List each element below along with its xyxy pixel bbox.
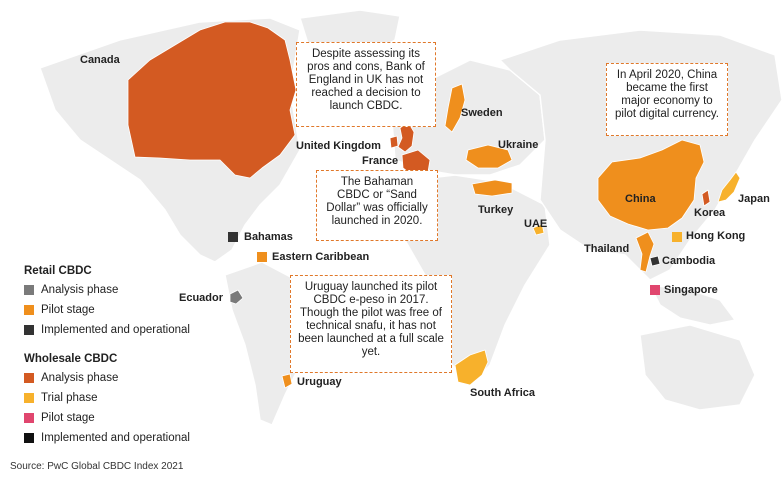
label-ecuador: Ecuador (179, 292, 224, 304)
legend-label: Implemented and operational (41, 324, 190, 336)
landmass-australia (639, 324, 756, 411)
country-thailand (635, 231, 655, 273)
country-sweden (444, 83, 466, 133)
country-korea (701, 189, 711, 207)
label-canada: Canada (80, 54, 120, 66)
marker-bahamas (228, 232, 238, 242)
label-korea: Korea (694, 207, 726, 219)
legend-label: Implemented and operational (41, 432, 190, 444)
legend-retail-title: Retail CBDC (24, 265, 92, 277)
legend-swatch (24, 285, 34, 295)
label-uae: UAE (524, 218, 548, 230)
legend-retail-analysis: Analysis phase (24, 280, 190, 300)
label-uruguay: Uruguay (297, 376, 342, 388)
label-sweden: Sweden (461, 107, 503, 119)
landmass-southeast-asia (649, 284, 736, 326)
callout-uk: Despite assessing its pros and cons, Ban… (296, 42, 436, 127)
legend-label: Trial phase (41, 392, 98, 404)
callout-uruguay: Uruguay launched its pilot CBDC e-peso i… (290, 275, 452, 373)
legend-swatch (24, 413, 34, 423)
label-eastern-caribbean: Eastern Caribbean (272, 251, 370, 263)
legend-wholesale-analysis: Analysis phase (24, 368, 190, 388)
label-china: China (625, 193, 656, 205)
callout-bahamas: The Bahaman CBDC or “Sand Dollar” was of… (316, 170, 438, 241)
source-note: Source: PwC Global CBDC Index 2021 (10, 461, 184, 472)
legend-label: Analysis phase (41, 372, 119, 384)
country-japan (717, 171, 741, 203)
country-ireland (389, 135, 399, 149)
legend-wholesale-title: Wholesale CBDC (24, 353, 118, 365)
marker-eastern-caribbean (257, 252, 267, 262)
country-canada (127, 21, 297, 179)
country-turkey (471, 179, 513, 197)
label-united-kingdom: United Kingdom (296, 140, 381, 152)
label-france: France (362, 155, 399, 167)
country-china (597, 139, 705, 231)
marker-hong-kong (672, 232, 682, 242)
legend-swatch (24, 433, 34, 443)
label-south-africa: South Africa (470, 387, 535, 399)
country-cambodia (649, 255, 661, 267)
legend-wholesale-pilot: Pilot stage (24, 408, 190, 428)
legend-wholesale-implemented: Implemented and operational (24, 428, 190, 448)
country-uae (532, 223, 545, 236)
label-hong-kong: Hong Kong (686, 230, 746, 242)
marker-singapore (650, 285, 660, 295)
country-ecuador (229, 289, 244, 305)
label-ukraine: Ukraine (498, 139, 539, 151)
label-bahamas: Bahamas (244, 231, 293, 243)
label-singapore: Singapore (664, 284, 718, 296)
legend-swatch (24, 393, 34, 403)
country-south-africa (454, 349, 489, 386)
country-uruguay (281, 373, 293, 389)
country-ukraine (465, 144, 513, 169)
callout-china: In April 2020, China became the first ma… (606, 63, 728, 136)
legend-label: Pilot stage (41, 304, 95, 316)
label-japan: Japan (738, 193, 770, 205)
legend-label: Analysis phase (41, 284, 119, 296)
label-turkey: Turkey (478, 204, 514, 216)
legend-retail-pilot: Pilot stage (24, 300, 190, 320)
legend-wholesale-trial: Trial phase (24, 388, 190, 408)
legend-swatch (24, 325, 34, 335)
label-thailand: Thailand (584, 243, 630, 255)
legend: Retail CBDC Analysis phase Pilot stage I… (24, 262, 190, 448)
legend-label: Pilot stage (41, 412, 95, 424)
legend-retail-implemented: Implemented and operational (24, 320, 190, 340)
label-cambodia: Cambodia (662, 255, 716, 267)
legend-swatch (24, 373, 34, 383)
legend-swatch (24, 305, 34, 315)
